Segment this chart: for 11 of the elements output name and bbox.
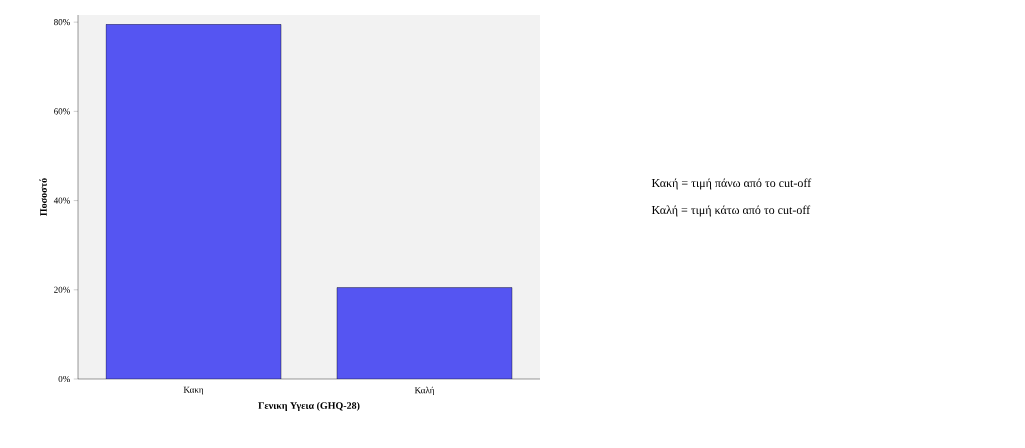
y-tick-label: 0% bbox=[58, 375, 70, 383]
x-tick-label: Κακη bbox=[183, 386, 204, 395]
y-tick-label: 80% bbox=[54, 19, 70, 26]
text: Κακή = τιμή πάνω από το cut-off bbox=[651, 178, 812, 190]
y-axis-title: Ποσοστό bbox=[39, 178, 47, 216]
text: Καλή = τιμή κάτω από το cut-off bbox=[651, 205, 811, 217]
y-tick-label: 60% bbox=[54, 108, 70, 115]
x-tick-label: Καλή bbox=[414, 386, 434, 396]
y-tick-label: 40% bbox=[53, 197, 70, 204]
x-axis-title: Γενικη Υγεια (GHQ-28) bbox=[258, 401, 360, 411]
y-tick-label: 20% bbox=[54, 286, 70, 293]
